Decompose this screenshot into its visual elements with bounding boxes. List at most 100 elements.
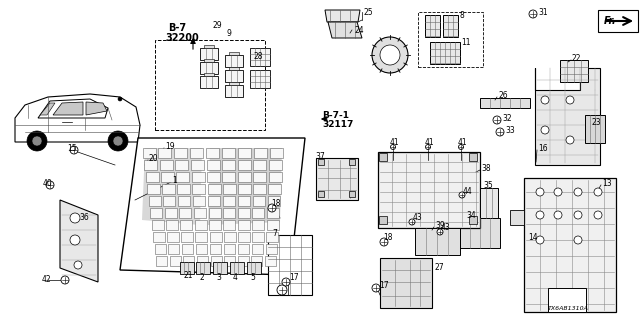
Bar — [209, 208, 221, 218]
Polygon shape — [415, 228, 460, 255]
Circle shape — [409, 219, 415, 225]
Circle shape — [372, 37, 408, 73]
Circle shape — [426, 145, 431, 149]
Bar — [200, 48, 218, 60]
Bar — [598, 10, 638, 32]
Bar — [379, 153, 387, 161]
Bar — [197, 256, 208, 266]
Circle shape — [70, 213, 80, 223]
Bar — [208, 184, 221, 194]
Circle shape — [594, 211, 602, 219]
Bar — [480, 188, 498, 218]
Text: 8: 8 — [459, 11, 464, 20]
Polygon shape — [15, 94, 140, 142]
Bar — [265, 256, 276, 266]
Circle shape — [536, 211, 544, 219]
Bar — [204, 45, 214, 48]
Circle shape — [74, 261, 82, 269]
Bar — [230, 262, 244, 274]
Bar — [152, 220, 164, 230]
Bar — [178, 196, 190, 206]
Text: 7: 7 — [272, 228, 277, 237]
Polygon shape — [480, 98, 530, 108]
Text: 16: 16 — [538, 143, 548, 153]
Bar — [196, 262, 210, 274]
Bar — [162, 184, 175, 194]
Bar — [252, 244, 263, 254]
Bar — [548, 288, 586, 312]
Text: 3: 3 — [216, 274, 221, 283]
Circle shape — [529, 10, 537, 18]
Bar — [224, 232, 236, 242]
Text: 18: 18 — [383, 234, 392, 243]
Bar — [196, 244, 207, 254]
Text: 28: 28 — [253, 52, 262, 60]
Bar — [229, 82, 239, 85]
Circle shape — [380, 238, 388, 246]
Polygon shape — [535, 68, 600, 165]
Bar — [167, 232, 179, 242]
Bar — [222, 160, 235, 170]
Bar — [267, 220, 279, 230]
Bar — [194, 208, 206, 218]
Bar — [155, 244, 166, 254]
Circle shape — [372, 284, 380, 292]
Text: 37: 37 — [315, 151, 324, 161]
Polygon shape — [378, 152, 480, 228]
Circle shape — [541, 96, 549, 104]
Bar — [250, 48, 270, 66]
Circle shape — [437, 229, 443, 235]
Bar — [238, 244, 249, 254]
Bar — [190, 148, 203, 158]
Bar — [209, 220, 221, 230]
Bar — [425, 15, 440, 37]
Polygon shape — [328, 22, 362, 38]
Circle shape — [541, 126, 549, 134]
Circle shape — [108, 131, 128, 151]
Bar — [223, 184, 236, 194]
Bar — [379, 216, 387, 224]
Bar — [268, 196, 280, 206]
Text: 24: 24 — [354, 26, 364, 35]
Text: 35: 35 — [483, 180, 493, 189]
Text: 27: 27 — [434, 263, 444, 273]
Bar — [270, 148, 283, 158]
Bar — [158, 148, 171, 158]
Bar — [443, 15, 458, 37]
Text: 23: 23 — [592, 117, 602, 126]
Text: 36: 36 — [79, 213, 89, 222]
Bar — [155, 40, 265, 130]
Text: 15: 15 — [67, 143, 77, 153]
Circle shape — [70, 146, 78, 154]
Bar — [253, 160, 266, 170]
Text: 18: 18 — [271, 198, 280, 207]
Bar — [238, 172, 251, 182]
Circle shape — [458, 145, 463, 149]
Bar — [229, 52, 239, 55]
Circle shape — [574, 211, 582, 219]
Polygon shape — [142, 148, 202, 225]
Bar — [177, 184, 190, 194]
Text: 44: 44 — [463, 188, 473, 196]
Bar — [143, 148, 156, 158]
Bar — [223, 220, 235, 230]
Text: 22: 22 — [572, 53, 582, 62]
Text: 41: 41 — [458, 138, 468, 147]
Text: 41: 41 — [390, 138, 399, 147]
Text: 43: 43 — [441, 223, 451, 233]
Text: 29: 29 — [212, 20, 221, 29]
Bar — [180, 220, 192, 230]
Text: 19: 19 — [165, 141, 175, 150]
Bar — [469, 216, 477, 224]
Bar — [176, 172, 189, 182]
Text: 41: 41 — [425, 138, 435, 147]
Bar — [179, 208, 191, 218]
Circle shape — [536, 236, 544, 244]
Text: TX6AB1310A: TX6AB1310A — [548, 306, 589, 310]
Bar — [238, 232, 250, 242]
Bar — [147, 184, 160, 194]
Bar — [200, 62, 218, 74]
Bar — [224, 244, 235, 254]
Circle shape — [380, 45, 400, 65]
Bar — [182, 244, 193, 254]
